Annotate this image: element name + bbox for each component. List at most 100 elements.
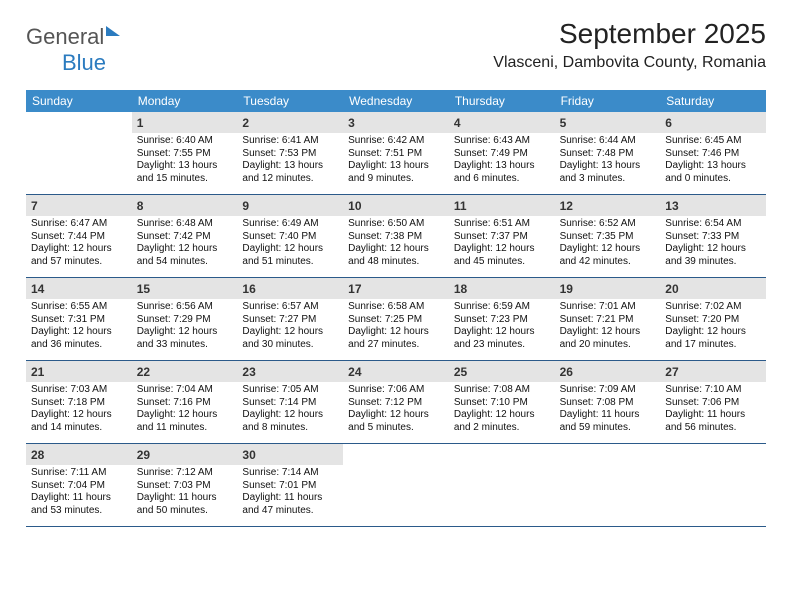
- daylight-line: Daylight: 12 hours and 20 minutes.: [560, 326, 656, 351]
- day-number: 28: [31, 448, 44, 462]
- day-number: 3: [348, 116, 355, 130]
- calendar-cell-15: 15Sunrise: 6:56 AMSunset: 7:29 PMDayligh…: [132, 278, 238, 360]
- daynum-bar: 13: [660, 195, 766, 216]
- daylight-line: Daylight: 12 hours and 51 minutes.: [242, 243, 338, 268]
- daynum-bar: 5: [555, 112, 661, 133]
- sunset-line: Sunset: 7:25 PM: [348, 314, 444, 327]
- sunrise-line: Sunrise: 7:10 AM: [665, 384, 761, 397]
- daynum-bar: 16: [237, 278, 343, 299]
- day-header-sunday: Sunday: [26, 90, 132, 112]
- daynum-bar: 12: [555, 195, 661, 216]
- calendar-cell-3: 3Sunrise: 6:42 AMSunset: 7:51 PMDaylight…: [343, 112, 449, 194]
- sunset-line: Sunset: 7:16 PM: [137, 397, 233, 410]
- day-number: 16: [242, 282, 255, 296]
- day-number: 7: [31, 199, 38, 213]
- sunset-line: Sunset: 7:33 PM: [665, 231, 761, 244]
- calendar-cell-16: 16Sunrise: 6:57 AMSunset: 7:27 PMDayligh…: [237, 278, 343, 360]
- calendar-cell-empty: [449, 444, 555, 526]
- calendar-cell-20: 20Sunrise: 7:02 AMSunset: 7:20 PMDayligh…: [660, 278, 766, 360]
- calendar-cell-9: 9Sunrise: 6:49 AMSunset: 7:40 PMDaylight…: [237, 195, 343, 277]
- daynum-bar: 8: [132, 195, 238, 216]
- day-header-thursday: Thursday: [449, 90, 555, 112]
- sunset-line: Sunset: 7:10 PM: [454, 397, 550, 410]
- calendar-cell-26: 26Sunrise: 7:09 AMSunset: 7:08 PMDayligh…: [555, 361, 661, 443]
- calendar-cell-21: 21Sunrise: 7:03 AMSunset: 7:18 PMDayligh…: [26, 361, 132, 443]
- calendar-week: 7Sunrise: 6:47 AMSunset: 7:44 PMDaylight…: [26, 195, 766, 278]
- sunset-line: Sunset: 7:51 PM: [348, 148, 444, 161]
- calendar-cell-28: 28Sunrise: 7:11 AMSunset: 7:04 PMDayligh…: [26, 444, 132, 526]
- daynum-bar: 30: [237, 444, 343, 465]
- day-number: 9: [242, 199, 249, 213]
- calendar-cell-8: 8Sunrise: 6:48 AMSunset: 7:42 PMDaylight…: [132, 195, 238, 277]
- calendar-cell-12: 12Sunrise: 6:52 AMSunset: 7:35 PMDayligh…: [555, 195, 661, 277]
- calendar-cell-5: 5Sunrise: 6:44 AMSunset: 7:48 PMDaylight…: [555, 112, 661, 194]
- sunset-line: Sunset: 7:27 PM: [242, 314, 338, 327]
- day-number: 29: [137, 448, 150, 462]
- daynum-bar: 27: [660, 361, 766, 382]
- sunset-line: Sunset: 7:01 PM: [242, 480, 338, 493]
- daynum-bar: 17: [343, 278, 449, 299]
- day-number: 27: [665, 365, 678, 379]
- daynum-bar: 4: [449, 112, 555, 133]
- daynum-bar: 20: [660, 278, 766, 299]
- daynum-bar: 22: [132, 361, 238, 382]
- sunrise-line: Sunrise: 6:55 AM: [31, 301, 127, 314]
- calendar-cell-empty: [26, 112, 132, 194]
- daylight-line: Daylight: 12 hours and 17 minutes.: [665, 326, 761, 351]
- logo-triangle-icon: [106, 26, 120, 36]
- sunrise-line: Sunrise: 6:47 AM: [31, 218, 127, 231]
- daynum-bar: 18: [449, 278, 555, 299]
- calendar-cell-17: 17Sunrise: 6:58 AMSunset: 7:25 PMDayligh…: [343, 278, 449, 360]
- daynum-bar: 1: [132, 112, 238, 133]
- daylight-line: Daylight: 11 hours and 56 minutes.: [665, 409, 761, 434]
- daylight-line: Daylight: 12 hours and 48 minutes.: [348, 243, 444, 268]
- day-number: 18: [454, 282, 467, 296]
- daylight-line: Daylight: 13 hours and 3 minutes.: [560, 160, 656, 185]
- sunrise-line: Sunrise: 6:54 AM: [665, 218, 761, 231]
- day-number: 19: [560, 282, 573, 296]
- sunrise-line: Sunrise: 7:14 AM: [242, 467, 338, 480]
- sunrise-line: Sunrise: 7:01 AM: [560, 301, 656, 314]
- daylight-line: Daylight: 12 hours and 8 minutes.: [242, 409, 338, 434]
- location-text: Vlasceni, Dambovita County, Romania: [493, 54, 766, 72]
- calendar-cell-23: 23Sunrise: 7:05 AMSunset: 7:14 PMDayligh…: [237, 361, 343, 443]
- sunset-line: Sunset: 7:46 PM: [665, 148, 761, 161]
- daylight-line: Daylight: 13 hours and 0 minutes.: [665, 160, 761, 185]
- calendar-cell-27: 27Sunrise: 7:10 AMSunset: 7:06 PMDayligh…: [660, 361, 766, 443]
- sunset-line: Sunset: 7:03 PM: [137, 480, 233, 493]
- daynum-bar: 19: [555, 278, 661, 299]
- daynum-bar: 7: [26, 195, 132, 216]
- calendar-cell-10: 10Sunrise: 6:50 AMSunset: 7:38 PMDayligh…: [343, 195, 449, 277]
- day-number: 26: [560, 365, 573, 379]
- daylight-line: Daylight: 11 hours and 53 minutes.: [31, 492, 127, 517]
- daylight-line: Daylight: 12 hours and 33 minutes.: [137, 326, 233, 351]
- header-row: General Blue September 2025 Vlasceni, Da…: [26, 18, 766, 76]
- sunset-line: Sunset: 7:37 PM: [454, 231, 550, 244]
- day-header-monday: Monday: [132, 90, 238, 112]
- day-number: 21: [31, 365, 44, 379]
- day-number: 4: [454, 116, 461, 130]
- sunrise-line: Sunrise: 6:59 AM: [454, 301, 550, 314]
- daynum-bar: 11: [449, 195, 555, 216]
- sunrise-line: Sunrise: 6:41 AM: [242, 135, 338, 148]
- calendar-week: 28Sunrise: 7:11 AMSunset: 7:04 PMDayligh…: [26, 444, 766, 527]
- daynum-bar: 10: [343, 195, 449, 216]
- daynum-bar: 21: [26, 361, 132, 382]
- day-number: 14: [31, 282, 44, 296]
- sunrise-line: Sunrise: 6:57 AM: [242, 301, 338, 314]
- sunrise-line: Sunrise: 6:58 AM: [348, 301, 444, 314]
- sunrise-line: Sunrise: 6:40 AM: [137, 135, 233, 148]
- daylight-line: Daylight: 12 hours and 14 minutes.: [31, 409, 127, 434]
- sunrise-line: Sunrise: 6:49 AM: [242, 218, 338, 231]
- daylight-line: Daylight: 11 hours and 50 minutes.: [137, 492, 233, 517]
- daynum-bar: 23: [237, 361, 343, 382]
- daylight-line: Daylight: 12 hours and 23 minutes.: [454, 326, 550, 351]
- sunrise-line: Sunrise: 6:56 AM: [137, 301, 233, 314]
- sunset-line: Sunset: 7:29 PM: [137, 314, 233, 327]
- sunrise-line: Sunrise: 7:03 AM: [31, 384, 127, 397]
- daylight-line: Daylight: 13 hours and 15 minutes.: [137, 160, 233, 185]
- sunrise-line: Sunrise: 6:52 AM: [560, 218, 656, 231]
- sunrise-line: Sunrise: 6:51 AM: [454, 218, 550, 231]
- sunrise-line: Sunrise: 6:48 AM: [137, 218, 233, 231]
- sunset-line: Sunset: 7:23 PM: [454, 314, 550, 327]
